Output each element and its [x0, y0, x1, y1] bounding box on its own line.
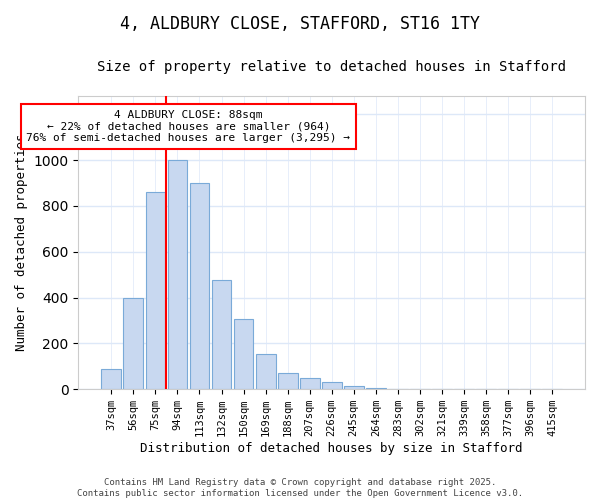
X-axis label: Distribution of detached houses by size in Stafford: Distribution of detached houses by size … — [140, 442, 523, 455]
Y-axis label: Number of detached properties: Number of detached properties — [15, 134, 28, 352]
Text: 4 ALDBURY CLOSE: 88sqm
← 22% of detached houses are smaller (964)
76% of semi-de: 4 ALDBURY CLOSE: 88sqm ← 22% of detached… — [26, 110, 350, 143]
Bar — [256, 354, 275, 389]
Bar — [278, 373, 298, 389]
Bar — [233, 320, 253, 389]
Bar — [366, 388, 386, 389]
Bar — [124, 298, 143, 389]
Bar — [146, 192, 166, 389]
Bar — [212, 280, 232, 389]
Bar — [300, 378, 320, 389]
Bar — [322, 382, 341, 389]
Bar — [190, 183, 209, 389]
Bar — [344, 386, 364, 389]
Title: Size of property relative to detached houses in Stafford: Size of property relative to detached ho… — [97, 60, 566, 74]
Text: 4, ALDBURY CLOSE, STAFFORD, ST16 1TY: 4, ALDBURY CLOSE, STAFFORD, ST16 1TY — [120, 15, 480, 33]
Text: Contains HM Land Registry data © Crown copyright and database right 2025.
Contai: Contains HM Land Registry data © Crown c… — [77, 478, 523, 498]
Bar — [167, 160, 187, 389]
Bar — [101, 368, 121, 389]
